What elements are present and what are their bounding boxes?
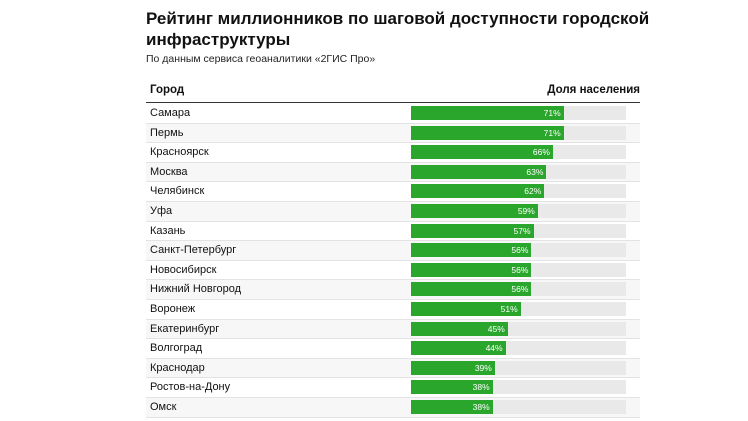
table-row: Санкт-Петербург 56% bbox=[146, 241, 640, 261]
bar: 62% bbox=[411, 184, 545, 199]
bar-track: 56% bbox=[411, 243, 626, 258]
city-label: Уфа bbox=[150, 204, 173, 217]
bar-track: 59% bbox=[411, 203, 626, 218]
table-row: Челябинск 62% bbox=[146, 182, 640, 202]
table-row: Москва 63% bbox=[146, 162, 640, 183]
bar-value-label: 57% bbox=[513, 225, 531, 236]
bar: 44% bbox=[411, 341, 506, 356]
bar-value-label: 45% bbox=[487, 323, 505, 334]
city-label: Екатеринбург bbox=[150, 322, 220, 335]
bar: 63% bbox=[411, 164, 547, 179]
city-label: Омск bbox=[150, 400, 177, 413]
bar-track: 56% bbox=[411, 262, 626, 277]
bar-value-label: 44% bbox=[485, 343, 503, 354]
city-label: Нижний Новгород bbox=[150, 283, 242, 296]
bar: 45% bbox=[411, 321, 508, 336]
bar: 71% bbox=[411, 106, 564, 120]
bar-track: 71% bbox=[411, 125, 626, 140]
table-row: Краснодар 39% bbox=[146, 358, 640, 379]
bar-value-label: 38% bbox=[472, 401, 490, 412]
table-row: Екатеринбург 45% bbox=[146, 319, 640, 340]
bar: 39% bbox=[411, 360, 495, 375]
bar-track: 63% bbox=[411, 164, 626, 179]
bar: 56% bbox=[411, 243, 532, 258]
bar-value-label: 66% bbox=[532, 147, 550, 158]
bar-value-label: 38% bbox=[472, 382, 490, 393]
table-row: Новосибирск 56% bbox=[146, 261, 640, 281]
city-label: Краснодар bbox=[150, 361, 205, 374]
table-row: Красноярск 66% bbox=[146, 143, 640, 163]
bar-value-label: 56% bbox=[511, 284, 529, 295]
city-label: Москва bbox=[150, 165, 188, 178]
bar-track: 56% bbox=[411, 282, 626, 297]
column-header-city: Город bbox=[150, 84, 185, 96]
table-row: Пермь 71% bbox=[146, 123, 640, 144]
bar-value-label: 59% bbox=[517, 205, 535, 216]
bar-value-label: 56% bbox=[511, 264, 529, 275]
bar-value-label: 63% bbox=[526, 166, 544, 177]
bar: 56% bbox=[411, 282, 532, 297]
city-label: Волгоград bbox=[150, 342, 203, 355]
city-label: Пермь bbox=[150, 126, 184, 139]
bar-value-label: 71% bbox=[543, 108, 561, 118]
table-row: Самара 71% bbox=[146, 104, 640, 124]
bar-track: 51% bbox=[411, 301, 626, 316]
bar-value-label: 71% bbox=[543, 127, 561, 138]
chart-title: Рейтинг миллионников по шаговой доступно… bbox=[146, 9, 650, 49]
bar: 38% bbox=[411, 399, 493, 414]
bar-track: 39% bbox=[411, 360, 626, 375]
city-label: Челябинск bbox=[150, 185, 205, 198]
bar-value-label: 56% bbox=[511, 245, 529, 256]
table-row: Воронеж 51% bbox=[146, 300, 640, 320]
bar: 56% bbox=[411, 262, 532, 277]
bar: 38% bbox=[411, 380, 493, 395]
bar: 57% bbox=[411, 223, 534, 238]
bar: 66% bbox=[411, 145, 553, 160]
bar-track: 44% bbox=[411, 341, 626, 356]
table-row: Казань 57% bbox=[146, 222, 640, 242]
bar: 51% bbox=[411, 301, 521, 316]
city-label: Казань bbox=[150, 224, 186, 237]
city-label: Воронеж bbox=[150, 302, 196, 315]
bar-track: 38% bbox=[411, 399, 626, 414]
bar-track: 62% bbox=[411, 184, 626, 199]
bar-value-label: 39% bbox=[474, 362, 492, 373]
table-row: Волгоград 44% bbox=[146, 339, 640, 359]
table-row: Омск 38% bbox=[146, 397, 640, 418]
city-label: Новосибирск bbox=[150, 263, 217, 276]
bar: 71% bbox=[411, 125, 564, 140]
bar-rows: Самара 71% Пермь 71% Красноярск 66% Москва 63% Ч… bbox=[146, 104, 640, 418]
city-label: Красноярск bbox=[150, 146, 209, 159]
table-row: Нижний Новгород 56% bbox=[146, 280, 640, 300]
bar-track: 38% bbox=[411, 380, 626, 395]
bar-value-label: 62% bbox=[524, 186, 542, 197]
table-row: Ростов-на-Дону 38% bbox=[146, 378, 640, 398]
chart-subtitle: По данным сервиса геоаналитики «2ГИС Про… bbox=[146, 53, 376, 65]
city-label: Санкт-Петербург bbox=[150, 244, 237, 257]
header-divider bbox=[146, 102, 640, 103]
column-header-share: Доля населения bbox=[547, 84, 640, 96]
bar-track: 45% bbox=[411, 321, 626, 336]
table-row: Уфа 59% bbox=[146, 201, 640, 222]
bar-value-label: 51% bbox=[500, 303, 518, 314]
city-label: Ростов-на-Дону bbox=[150, 381, 231, 394]
bar-track: 57% bbox=[411, 223, 626, 238]
bar: 59% bbox=[411, 203, 538, 218]
city-label: Самара bbox=[150, 107, 191, 119]
bar-track: 66% bbox=[411, 145, 626, 160]
bar-track: 71% bbox=[411, 106, 626, 120]
